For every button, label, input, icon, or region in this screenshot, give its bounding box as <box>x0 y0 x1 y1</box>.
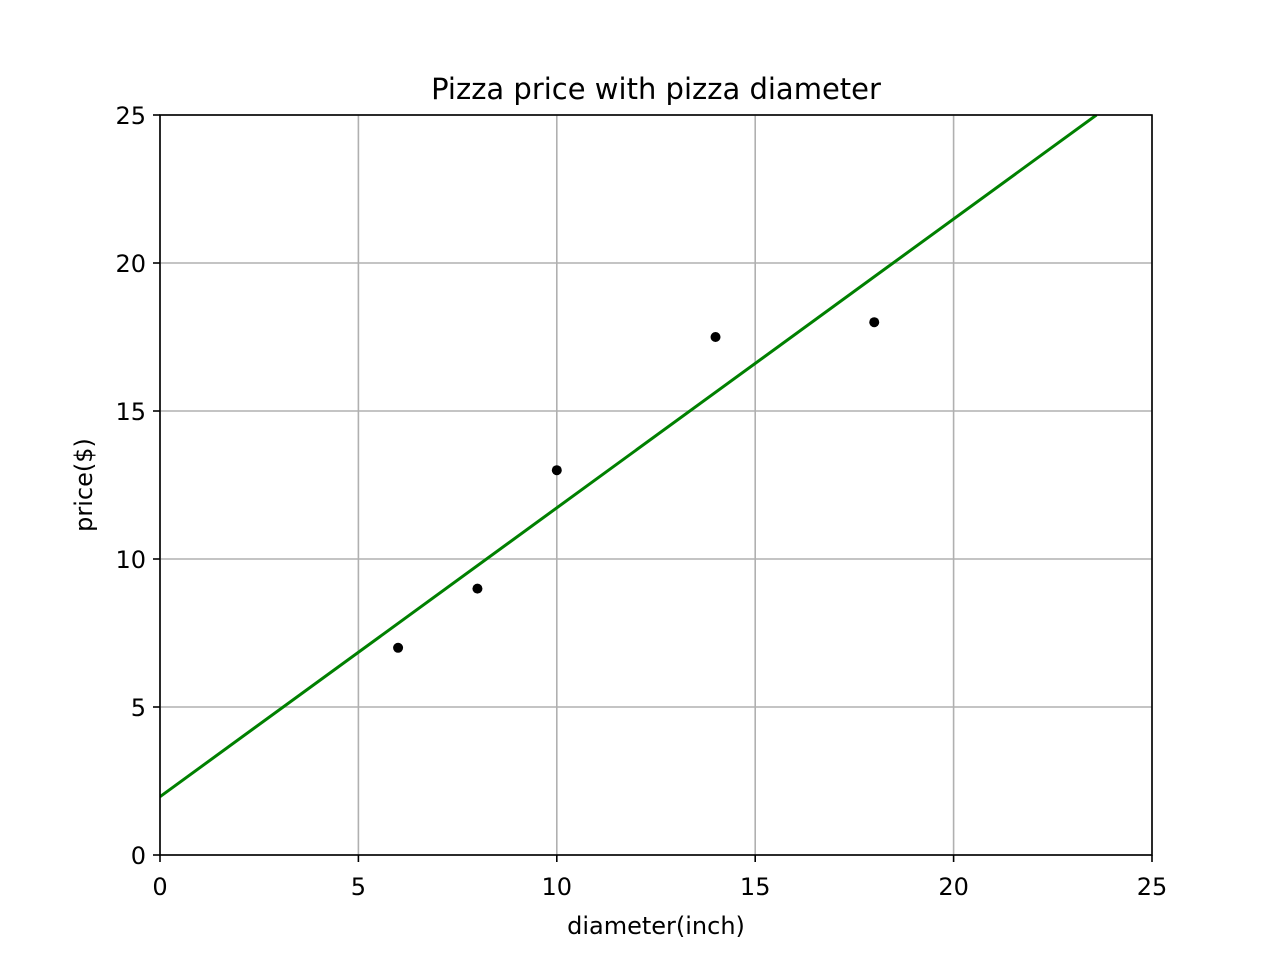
y-tick-label: 15 <box>115 398 146 426</box>
chart-title: Pizza price with pizza diameter <box>431 72 881 106</box>
x-tick-label: 0 <box>152 873 167 901</box>
y-tick-label: 25 <box>115 102 146 130</box>
x-tick-label: 5 <box>351 873 366 901</box>
plot-data <box>160 115 1098 798</box>
x-tick-label: 20 <box>938 873 969 901</box>
scatter-point <box>393 642 404 653</box>
scatter-point <box>551 465 562 476</box>
scatter-point <box>472 583 483 594</box>
axis-ticks: 0 5 10 15 20 25 0 5 10 15 20 25 <box>115 102 1167 901</box>
x-tick-label: 25 <box>1137 873 1168 901</box>
scatter-point <box>710 332 721 342</box>
x-tick-label: 10 <box>542 873 573 901</box>
plot-frame <box>159 114 1153 856</box>
y-tick-label: 0 <box>131 842 146 870</box>
regression-line <box>160 115 1098 798</box>
y-tick-label: 20 <box>115 250 146 278</box>
x-axis-label: diameter(inch) <box>567 912 745 940</box>
y-tick-label: 5 <box>131 694 146 722</box>
scatter-point <box>869 317 880 328</box>
x-tick-label: 15 <box>740 873 771 901</box>
y-tick-label: 10 <box>115 546 146 574</box>
y-axis-label: price($) <box>70 438 98 532</box>
